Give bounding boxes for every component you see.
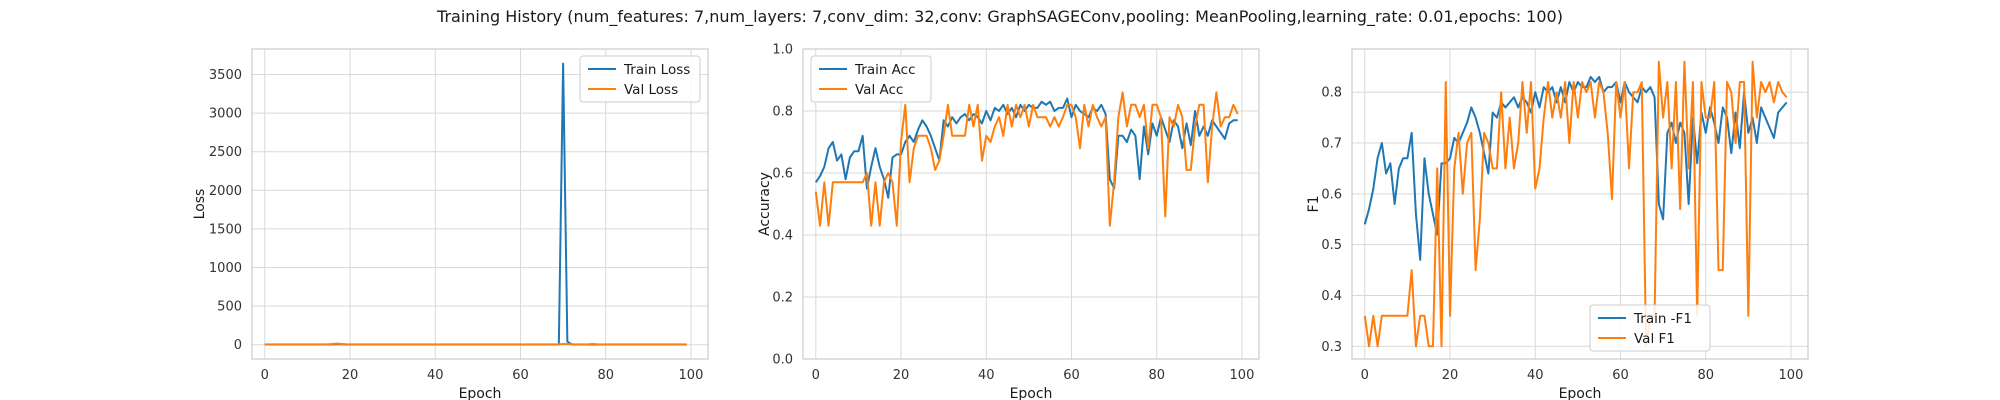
x-tick-label: 0	[812, 368, 820, 383]
x-tick-label: 100	[679, 368, 704, 383]
series-line-val	[1363, 60, 1788, 348]
legend-box	[579, 55, 701, 103]
series-line-train	[814, 97, 1238, 199]
y-tick-label: 1.0	[772, 43, 793, 58]
axes-frame	[1351, 48, 1809, 360]
x-tick-label: 0	[1361, 368, 1369, 383]
y-tick-label: 0.5	[1321, 238, 1342, 253]
subplot-1: 0 20 40 60 80 1000500100015002000250030003500…	[192, 48, 709, 400]
legend-label: Val F1	[1634, 331, 1675, 347]
axes-frame	[802, 48, 1260, 360]
y-tick-label: 0.6	[772, 167, 793, 182]
x-tick-label: 20	[1442, 368, 1459, 383]
y-axis-label: Loss	[192, 189, 208, 220]
subplots-container: 0 20 40 60 80 1000500100015002000250030003500…	[192, 43, 1809, 400]
x-tick-label: 40	[1527, 368, 1544, 383]
y-tick-label: 0.3	[1321, 340, 1342, 355]
x-tick-label: 20	[342, 368, 359, 383]
subplot-3: 0 20 40 60 80 100 0.3 0.4 0.5 0.6 0.7 0.8 Epoch F1 Tra…	[1306, 48, 1809, 400]
legend-label: Train Acc	[854, 62, 916, 78]
y-tick-label: 1000	[209, 261, 242, 276]
x-tick-label: 60	[512, 368, 529, 383]
legend-label: Train Loss	[623, 62, 690, 78]
legend-box	[1589, 304, 1711, 352]
subplot-2: 0 20 40 60 80 100 0.0 0.2 0.4 0.6 0.8 1.0 Epoch Accur…	[757, 43, 1260, 400]
legend: Train -F1 Val F1	[1589, 304, 1711, 352]
y-tick-label: 0.4	[772, 229, 793, 244]
figure-title: Training History (num_features: 7,num_la…	[436, 7, 1563, 27]
series-line-val	[264, 342, 687, 346]
y-tick-label: 0.8	[1321, 86, 1342, 101]
legend: Train Loss Val Loss	[579, 55, 701, 103]
y-tick-label: 0.0	[772, 353, 793, 368]
y-tick-label: 3500	[209, 68, 242, 83]
x-tick-label: 100	[1230, 368, 1255, 383]
y-tick-label: 0.6	[1321, 187, 1342, 202]
series-line-val	[814, 91, 1239, 227]
y-tick-label: 0.2	[772, 291, 793, 306]
x-axis-label: Epoch	[1559, 386, 1602, 400]
y-tick-label: 500	[217, 300, 242, 315]
x-tick-label: 20	[893, 368, 910, 383]
y-tick-label: 2000	[209, 184, 242, 199]
y-tick-label: 2500	[209, 145, 242, 160]
y-tick-label: 0.7	[1321, 137, 1342, 152]
x-tick-label: 80	[1697, 368, 1714, 383]
legend-label: Val Loss	[624, 82, 678, 98]
y-tick-label: 3000	[209, 107, 242, 122]
y-tick-label: 0	[234, 338, 242, 353]
x-tick-label: 40	[427, 368, 444, 383]
x-tick-label: 60	[1063, 368, 1080, 383]
x-tick-label: 100	[1779, 368, 1804, 383]
x-tick-label: 80	[597, 368, 614, 383]
x-tick-label: 60	[1612, 368, 1629, 383]
x-tick-label: 40	[978, 368, 995, 383]
y-tick-label: 0.8	[772, 105, 793, 120]
x-axis-label: Epoch	[1010, 386, 1053, 400]
x-axis-label: Epoch	[459, 386, 502, 400]
legend-box	[810, 55, 932, 103]
y-tick-label: 1500	[209, 222, 242, 237]
legend: Train Acc Val Acc	[810, 55, 932, 103]
legend-label: Train -F1	[1633, 311, 1692, 327]
y-axis-label: F1	[1306, 196, 1322, 213]
y-tick-label: 0.4	[1321, 289, 1342, 304]
axes-frame	[251, 48, 709, 360]
y-axis-label: Accuracy	[757, 172, 773, 236]
series-line-train	[264, 62, 687, 346]
x-tick-label: 80	[1148, 368, 1165, 383]
legend-label: Val Acc	[855, 82, 903, 98]
x-tick-label: 0	[261, 368, 269, 383]
